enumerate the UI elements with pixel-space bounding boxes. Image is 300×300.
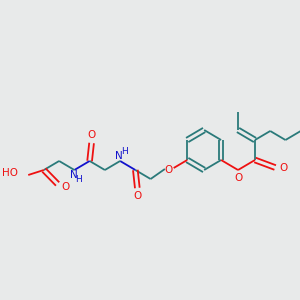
Text: N: N [115, 151, 123, 161]
Text: O: O [88, 130, 96, 140]
Text: H: H [121, 146, 128, 155]
Text: O: O [279, 163, 287, 172]
Text: H: H [75, 176, 82, 184]
Text: O: O [165, 165, 173, 175]
Text: O: O [133, 191, 141, 201]
Text: O: O [61, 182, 70, 192]
Text: O: O [234, 173, 242, 183]
Text: HO: HO [2, 168, 19, 178]
Text: N: N [70, 170, 77, 180]
